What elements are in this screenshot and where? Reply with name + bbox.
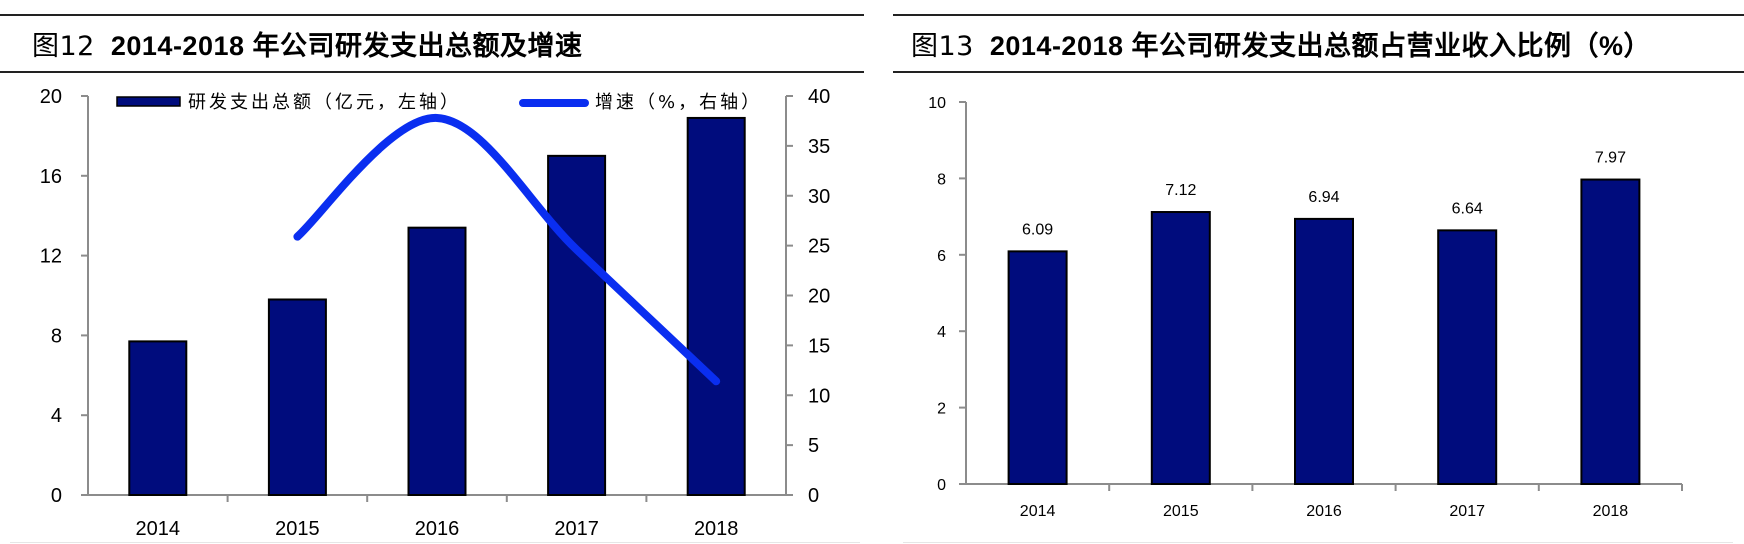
y-tick-label: 8 [937, 171, 946, 188]
bar-2015 [1150, 211, 1211, 486]
category-label: 2018 [694, 518, 739, 540]
legend-bar-label: 研发支出总额（亿元，左轴） [188, 92, 461, 113]
left-tick-label: 16 [40, 166, 62, 188]
bar-2014 [128, 340, 188, 497]
panel-bottom-rule [903, 542, 1733, 543]
data-label: 6.94 [1308, 189, 1339, 206]
data-label: 7.12 [1165, 182, 1196, 199]
bar-2015 [267, 298, 327, 496]
figure-title-text: 2014-2018 年公司研发支出总额及增速 [110, 31, 583, 61]
bar-2017 [1437, 229, 1498, 485]
category-label: 2017 [554, 518, 599, 540]
right-tick-label: 5 [808, 435, 819, 457]
bar-2017 [547, 154, 607, 496]
legend-bar-swatch [116, 96, 181, 107]
y-tick-label: 10 [928, 95, 946, 112]
right-tick-label: 40 [808, 86, 830, 108]
figure-number: 图13 [911, 31, 974, 62]
data-label: 6.09 [1022, 221, 1053, 238]
combo-chart-rd-expense: 0 4 8 12 16 20 0 5 10 15 20 25 30 35 40 2014 2015 2016 201… [40, 86, 831, 540]
right-tick-label: 10 [808, 385, 830, 407]
bar-chart-rd-ratio: 0 2 4 6 8 10 6.09 2014 7.12 2015 6.94 2016 6.64 2017 7… [928, 95, 1683, 520]
left-tick-label: 20 [40, 86, 62, 108]
right-tick-label: 25 [808, 236, 830, 258]
legend-line-label: 增速（%，右轴） [595, 92, 762, 113]
figure-12-panel: 图12 2014-2018 年公司研发支出总额及增速 0 4 8 12 16 20 0 5 10… [0, 0, 870, 544]
figure-12-title: 图12 2014-2018 年公司研发支出总额及增速 [32, 24, 583, 63]
category-label: 2014 [136, 518, 181, 540]
left-tick-label: 0 [51, 485, 62, 507]
growth-rate-line [293, 113, 721, 386]
panel-bottom-rule [10, 542, 860, 543]
left-tick-label: 8 [51, 325, 62, 347]
left-tick-label: 12 [40, 246, 62, 268]
bar-2016 [407, 226, 467, 496]
y-tick-label: 4 [937, 324, 946, 341]
category-label: 2015 [275, 518, 320, 540]
title-bottom-rule [893, 71, 1744, 73]
top-rule [893, 14, 1744, 16]
category-label: 2017 [1449, 503, 1485, 520]
bar-2018 [686, 116, 746, 496]
y-tick-label: 2 [937, 401, 946, 418]
bar-2018 [1580, 178, 1641, 486]
data-label: 6.64 [1452, 200, 1483, 217]
figure-13-panel: 图13 2014-2018 年公司研发支出总额占营业收入比例（%） 0 2 4 6 8 1… [893, 0, 1744, 544]
category-label: 2016 [415, 518, 460, 540]
right-tick-label: 0 [808, 485, 819, 507]
left-tick-label: 4 [51, 405, 62, 427]
right-tick-label: 30 [808, 186, 830, 208]
bar-2016 [1294, 217, 1354, 485]
right-tick-label: 15 [808, 335, 830, 357]
bar-2014 [1007, 250, 1068, 485]
data-label: 7.97 [1595, 150, 1626, 167]
figure-13-title: 图13 2014-2018 年公司研发支出总额占营业收入比例（%） [911, 24, 1651, 63]
right-tick-label: 35 [808, 136, 830, 158]
figure-title-text: 2014-2018 年公司研发支出总额占营业收入比例（%） [989, 31, 1652, 61]
y-tick-label: 6 [937, 248, 946, 265]
category-label: 2014 [1020, 503, 1056, 520]
category-label: 2016 [1306, 503, 1342, 520]
right-tick-label: 20 [808, 286, 830, 308]
figure-number: 图12 [32, 31, 95, 62]
category-label: 2018 [1593, 503, 1629, 520]
category-label: 2015 [1163, 503, 1199, 520]
top-rule [0, 14, 864, 16]
y-tick-label: 0 [937, 477, 946, 494]
title-bottom-rule [0, 71, 864, 73]
